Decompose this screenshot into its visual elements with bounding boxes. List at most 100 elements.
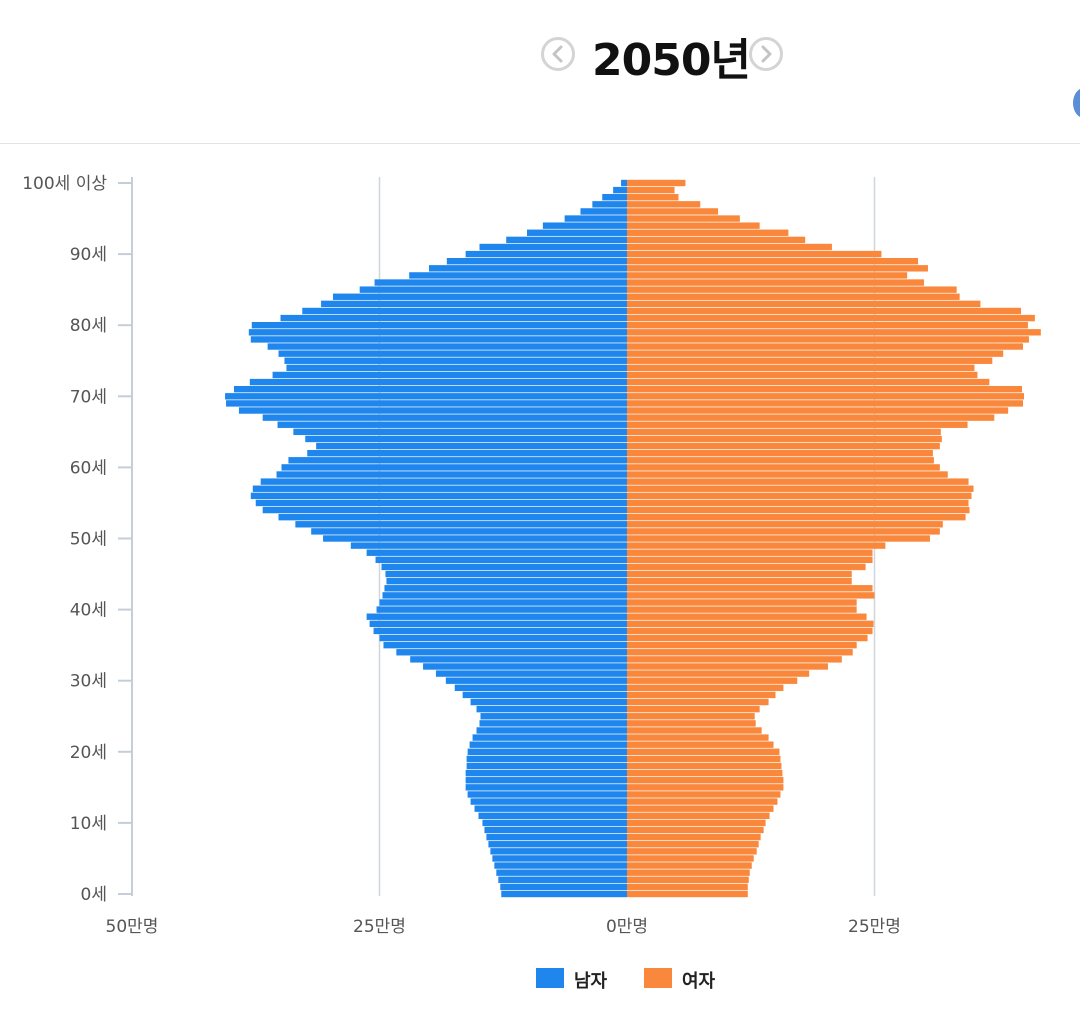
bar-female <box>627 592 875 599</box>
bar-female <box>627 741 774 748</box>
prev-year-button[interactable] <box>541 37 575 71</box>
bar-male <box>465 777 627 784</box>
bar-male <box>476 705 627 713</box>
bar-female <box>627 293 960 300</box>
bar-female <box>627 357 993 364</box>
bar-female <box>627 286 957 293</box>
bar-female <box>627 748 780 755</box>
y-tick-label: 60세 <box>70 458 107 478</box>
bar-male <box>474 805 627 812</box>
bar-female <box>627 421 968 428</box>
y-tick-label: 90세 <box>70 245 107 265</box>
bar-female <box>627 784 784 791</box>
bar-male <box>226 400 628 407</box>
side-button-edge[interactable] <box>1073 88 1080 118</box>
bar-male <box>423 663 627 670</box>
bar-female <box>627 620 874 628</box>
bar-female <box>627 848 757 855</box>
y-tick-label: 80세 <box>70 316 107 336</box>
bar-male <box>490 848 627 855</box>
bar-female <box>627 649 853 656</box>
bar-male <box>384 585 627 592</box>
bar-female <box>627 720 756 727</box>
bar-male <box>381 563 627 571</box>
bar-female <box>627 883 748 891</box>
bar-female <box>627 755 781 763</box>
bar-female <box>627 400 1023 407</box>
bar-female <box>627 478 969 485</box>
bar-female <box>627 279 924 286</box>
bar-male <box>375 556 627 564</box>
bar-male <box>482 819 627 827</box>
bar-female <box>627 762 782 770</box>
x-tick-label: 50만명 <box>106 917 159 937</box>
bar-female <box>627 876 749 883</box>
bar-female <box>627 606 857 613</box>
bar-male <box>476 727 627 734</box>
bar-female <box>627 570 852 578</box>
legend-swatch-male <box>536 968 564 988</box>
chevron-left-icon <box>552 45 563 63</box>
bar-male <box>262 414 627 421</box>
bar-female <box>627 449 933 457</box>
bar-male <box>466 762 627 770</box>
bar-male <box>295 521 627 528</box>
bar-male <box>366 613 627 620</box>
bar-male <box>267 343 627 350</box>
bar-male <box>467 748 627 755</box>
legend-swatch-female <box>644 968 672 988</box>
bar-male <box>321 300 627 308</box>
bar-male <box>472 734 627 741</box>
bar-male <box>465 769 627 777</box>
bar-female <box>627 777 784 784</box>
bar-male <box>564 215 627 222</box>
bar-female <box>627 250 882 258</box>
bar-male <box>374 279 627 286</box>
bar-male <box>272 371 627 379</box>
bar-male <box>288 457 627 464</box>
legend-label-female: 여자 <box>682 971 716 992</box>
bar-male <box>302 307 627 315</box>
bar-female <box>627 677 798 684</box>
bar-male <box>369 620 627 628</box>
bar-male <box>484 826 627 834</box>
bar-female <box>627 705 760 713</box>
bar-male <box>386 577 627 585</box>
bar-male <box>284 357 627 364</box>
bar-female <box>627 684 784 692</box>
bar-female <box>627 343 1023 350</box>
bar-male <box>462 691 627 699</box>
bar-male <box>613 186 627 194</box>
bar-male <box>233 385 627 393</box>
bar-male <box>250 336 628 343</box>
bar-male <box>445 677 627 684</box>
bar-female <box>627 442 940 450</box>
population-pyramid-chart: 0세 10세 20세 30세 40세 50세 60세 70세 80세 90세 100세 이상 50만명… <box>22 174 1041 937</box>
bar-female <box>627 641 857 649</box>
bar-female <box>627 435 942 443</box>
bar-female <box>627 627 873 635</box>
next-year-button[interactable] <box>749 37 783 71</box>
bar-male <box>498 876 627 883</box>
bar-male <box>382 592 627 599</box>
bar-female <box>627 841 759 848</box>
bar-male <box>359 286 627 293</box>
header: 2050년 <box>0 0 1080 144</box>
bar-male <box>480 713 627 720</box>
y-tick-label: 0세 <box>81 885 107 905</box>
bar-female <box>627 314 1035 322</box>
bar-male <box>278 513 627 521</box>
bar-female <box>627 457 934 464</box>
bar-female <box>627 208 719 215</box>
bar-male <box>396 649 627 656</box>
bar-male <box>409 272 627 279</box>
bar-female <box>627 215 740 222</box>
bar-male <box>376 606 627 613</box>
y-tick-label: 50세 <box>70 530 107 550</box>
bar-female <box>627 585 873 592</box>
x-tick-label: 25만명 <box>353 917 406 937</box>
bar-female <box>627 691 776 699</box>
bar-male <box>280 314 627 322</box>
bar-female <box>627 272 908 279</box>
bar-male <box>500 883 627 891</box>
